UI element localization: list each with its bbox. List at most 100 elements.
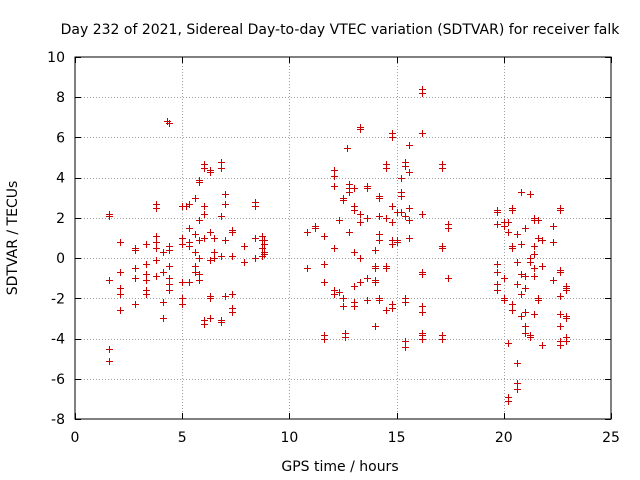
data-point <box>117 307 124 314</box>
data-point <box>207 257 214 264</box>
data-points <box>106 86 570 405</box>
data-point <box>351 283 358 290</box>
data-point <box>321 336 328 343</box>
data-point <box>557 293 564 300</box>
data-point <box>406 235 413 242</box>
data-point <box>550 277 557 284</box>
data-point <box>550 223 557 230</box>
data-point <box>312 225 319 232</box>
data-point <box>183 203 190 210</box>
data-point <box>106 213 113 220</box>
x-tick-label: 15 <box>388 430 406 446</box>
data-point <box>522 225 529 232</box>
data-point <box>518 189 525 196</box>
data-point <box>494 281 501 288</box>
data-point <box>494 209 501 216</box>
data-point <box>514 386 521 393</box>
data-point <box>218 165 225 172</box>
data-point <box>509 245 516 252</box>
data-point <box>207 229 214 236</box>
data-point <box>132 247 139 254</box>
y-tick-label: 0 <box>56 251 65 267</box>
data-point <box>143 291 150 298</box>
data-point <box>218 213 225 220</box>
data-point <box>106 277 113 284</box>
data-point <box>514 360 521 367</box>
data-point <box>383 265 390 272</box>
data-point <box>336 289 343 296</box>
data-point <box>364 275 371 282</box>
data-point <box>494 221 501 228</box>
data-point <box>222 191 229 198</box>
data-point <box>357 279 364 286</box>
data-point <box>222 237 229 244</box>
data-point <box>522 323 529 330</box>
data-point <box>196 277 203 284</box>
data-point <box>557 269 564 276</box>
data-point <box>531 311 538 318</box>
data-point <box>261 251 268 258</box>
data-point <box>201 317 208 324</box>
data-point <box>252 255 259 262</box>
data-point <box>419 90 426 97</box>
data-point <box>166 287 173 294</box>
data-point <box>346 229 353 236</box>
data-point <box>445 225 452 232</box>
data-point <box>563 315 570 322</box>
data-point <box>346 189 353 196</box>
y-tick-label: 4 <box>56 171 65 187</box>
y-tick-label: 2 <box>56 211 65 227</box>
data-point <box>389 241 396 248</box>
data-point <box>132 265 139 272</box>
data-point <box>376 213 383 220</box>
data-point <box>229 229 236 236</box>
data-point <box>389 219 396 226</box>
data-point <box>439 336 446 343</box>
data-point <box>402 213 409 220</box>
data-point <box>563 338 570 345</box>
data-point <box>383 307 390 314</box>
data-point <box>357 126 364 133</box>
data-point <box>518 313 525 320</box>
data-point <box>166 247 173 254</box>
data-point <box>342 334 349 341</box>
data-point <box>419 271 426 278</box>
data-point <box>143 277 150 284</box>
data-point <box>509 207 516 214</box>
data-point <box>364 185 371 192</box>
data-point <box>179 301 186 308</box>
data-point <box>331 183 338 190</box>
data-point <box>153 233 160 240</box>
data-point <box>357 219 364 226</box>
data-point <box>160 269 167 276</box>
data-point <box>207 315 214 322</box>
data-point <box>218 159 225 166</box>
data-point <box>402 338 409 345</box>
data-point <box>402 299 409 306</box>
data-point <box>196 271 203 278</box>
data-point <box>514 259 521 266</box>
data-point <box>406 217 413 224</box>
y-tick-label: 8 <box>56 90 65 106</box>
data-point <box>527 334 534 341</box>
data-point <box>196 217 203 224</box>
data-point <box>340 197 347 204</box>
data-point <box>364 215 371 222</box>
data-point <box>153 245 160 252</box>
data-point <box>179 279 186 286</box>
data-point <box>106 346 113 353</box>
data-point <box>531 273 538 280</box>
data-point <box>527 191 534 198</box>
data-point <box>439 165 446 172</box>
data-point <box>398 175 405 182</box>
axis-ticks <box>75 57 612 420</box>
data-point <box>439 245 446 252</box>
data-point <box>398 209 405 216</box>
data-point <box>153 257 160 264</box>
data-point <box>222 201 229 208</box>
data-point <box>241 259 248 266</box>
data-point <box>331 173 338 180</box>
data-point <box>518 291 525 298</box>
data-point <box>207 169 214 176</box>
